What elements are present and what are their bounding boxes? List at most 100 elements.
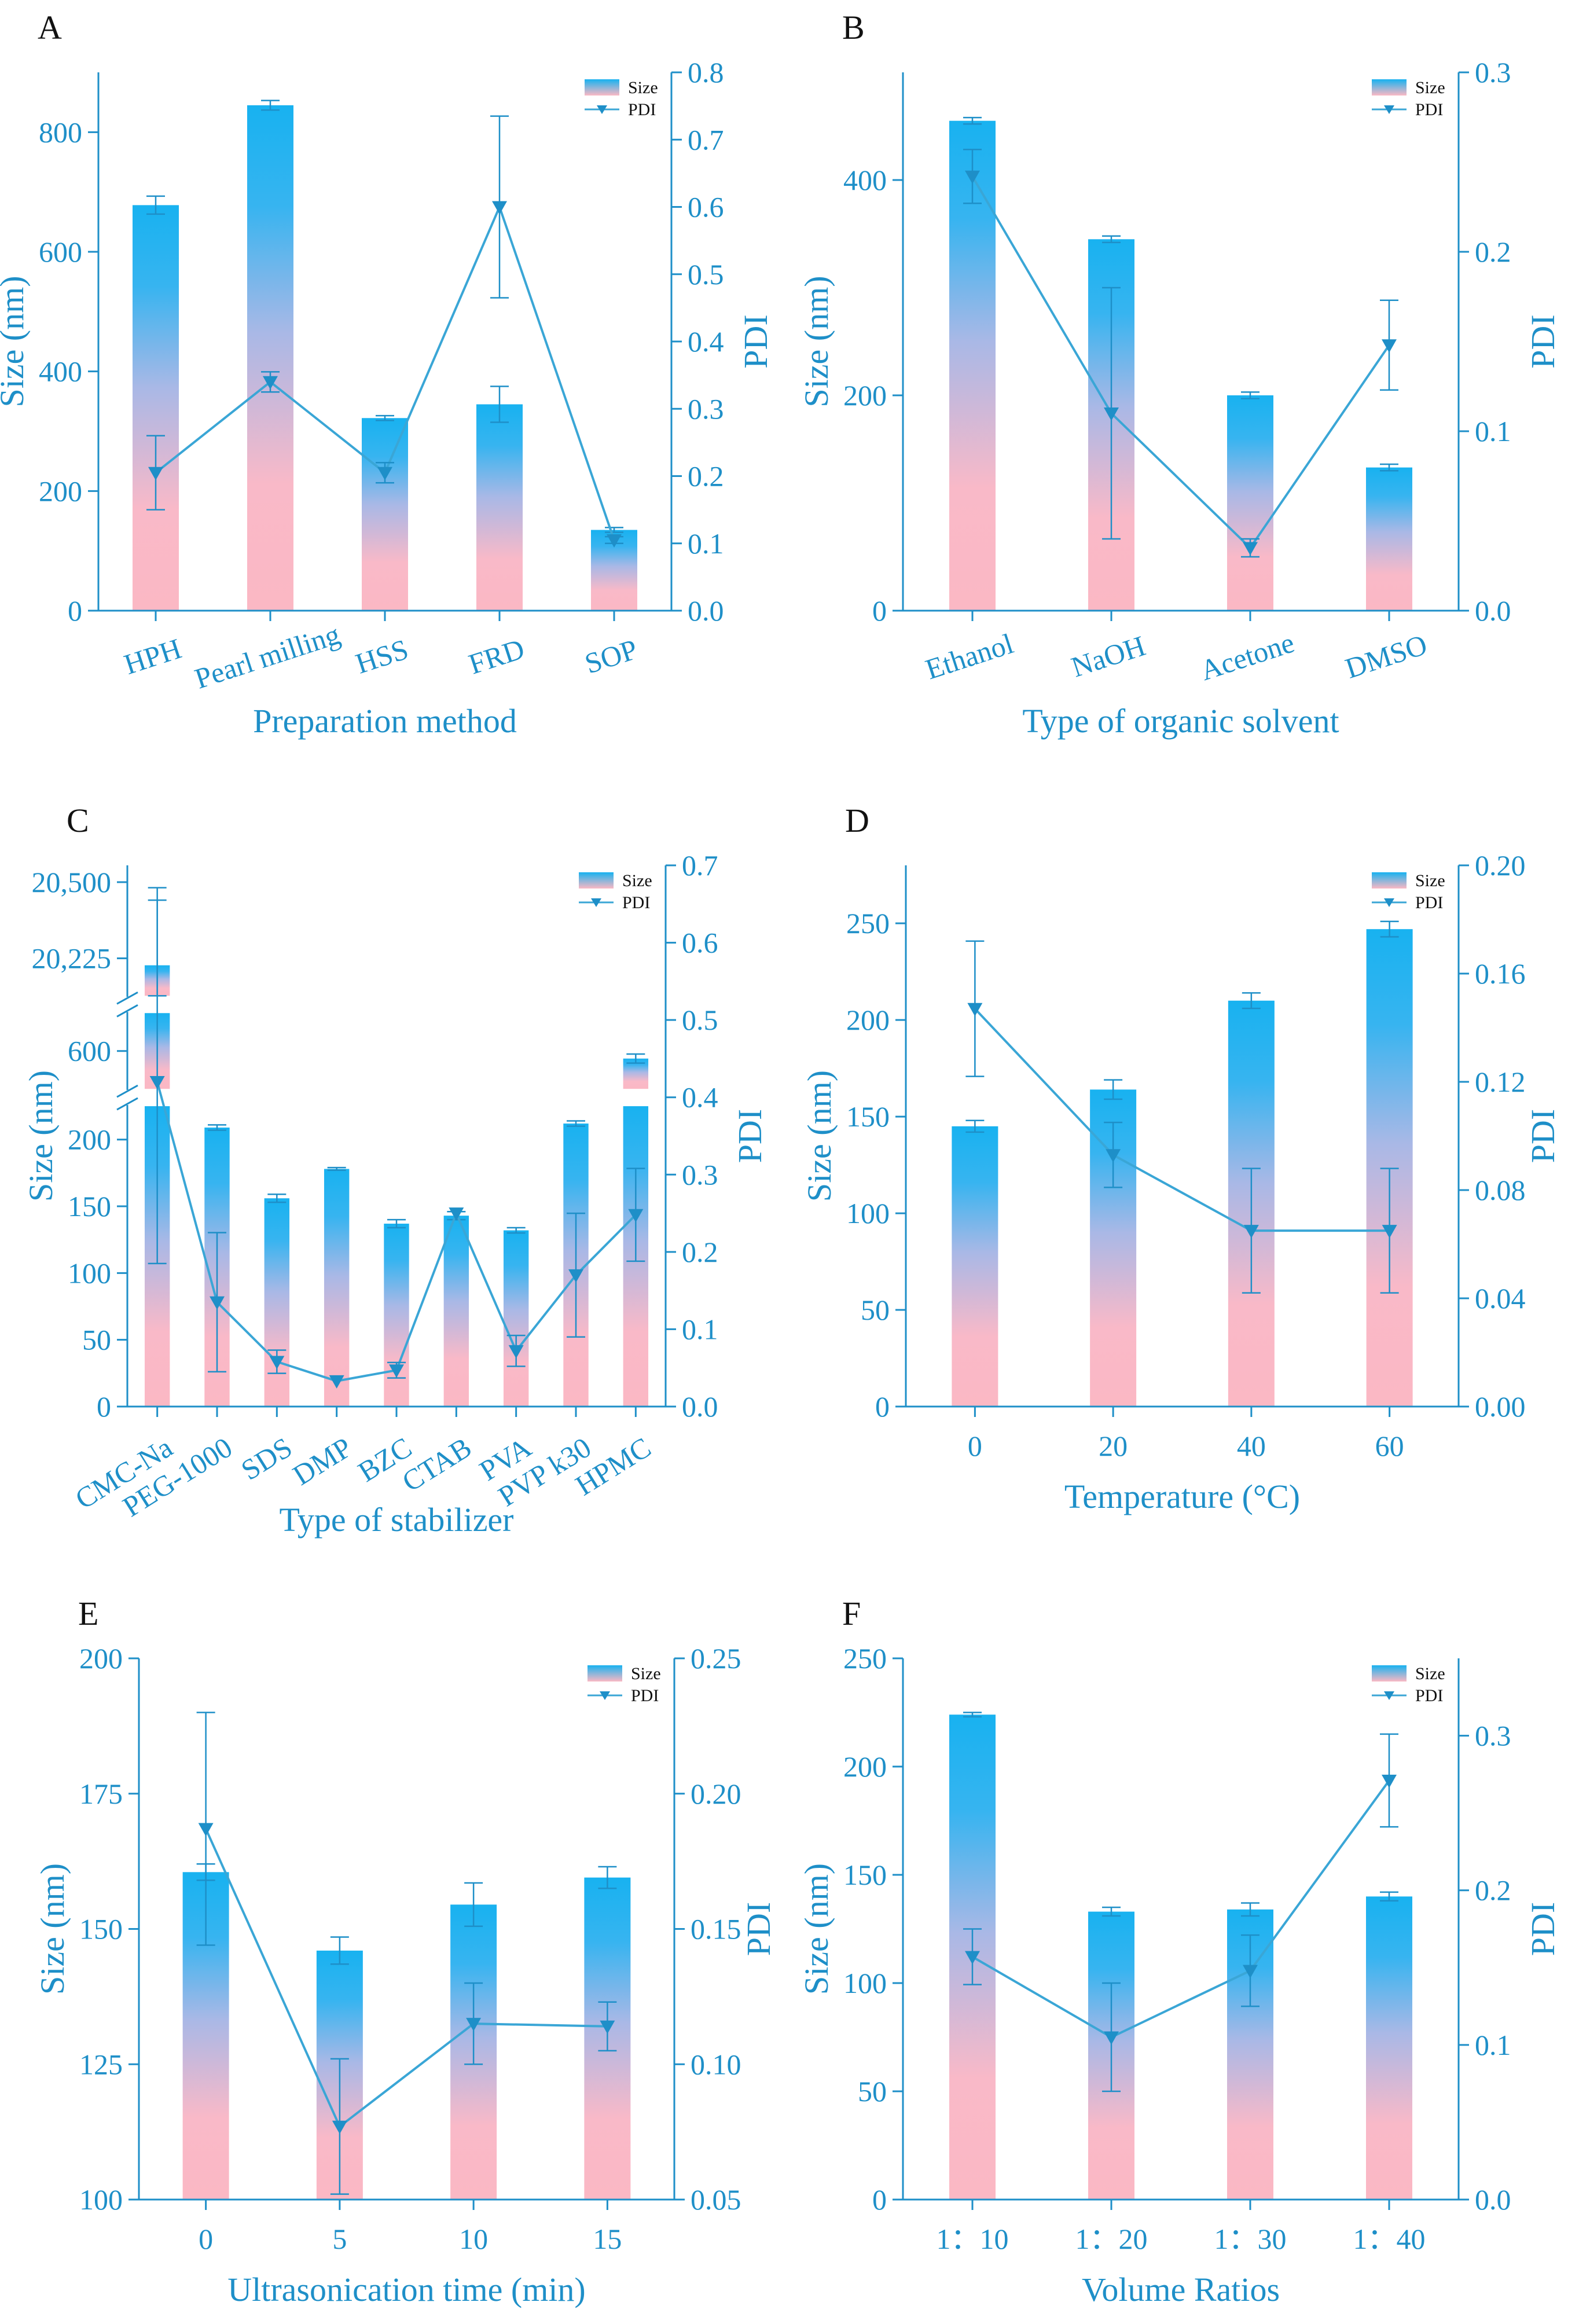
x-tick-label: 10 [459, 2223, 488, 2255]
y-tick-label: 50 [861, 1294, 890, 1326]
pdi-marker [492, 201, 507, 215]
x-tick-label: SOP [581, 633, 641, 680]
legend-size-swatch [587, 1665, 622, 1681]
x-tick-label: HPH [120, 632, 185, 681]
legend-size-swatch [579, 872, 614, 889]
y-tick-label: 600 [68, 1035, 111, 1067]
x-tick-label: 1：30 [1214, 2223, 1287, 2255]
pdi-marker [449, 1207, 464, 1221]
legend-pdi-marker [597, 105, 607, 114]
x-axis-title: Preparation method [253, 702, 517, 740]
size-bar [133, 205, 179, 611]
panel-label: A [38, 9, 62, 46]
legend-size-label: Size [631, 1664, 661, 1683]
x-tick-label: FRD [465, 632, 528, 680]
y-tick-label: 250 [846, 907, 890, 939]
y2-axis-title: PDI [740, 1902, 777, 1956]
y2-tick-label: 0.1 [1475, 2029, 1511, 2061]
axes: 0 50 100 150 200 600 20,225 20,500 0.0 0.1 0.2 0.3 0… [32, 849, 718, 1523]
panel-label: D [845, 802, 869, 839]
pdi-marker [1243, 542, 1258, 556]
size-bar [324, 1169, 350, 1407]
x-axis-title: Type of organic solvent [1022, 702, 1339, 740]
axis-break-mark [116, 992, 138, 1005]
axes: 0 50 100 150 200 250 0.00 0.04 0.08 0.12 0.16 0.20 0… [846, 849, 1526, 1462]
x-axis-title: Volume Ratios [1082, 2271, 1280, 2308]
x-tick-label: 5 [332, 2223, 347, 2255]
y2-tick-label: 0.2 [1475, 1874, 1511, 1907]
legend-size-label: Size [1415, 78, 1445, 97]
panel-c: 0 50 100 150 200 600 20,225 20,500 0.0 0.1 0.2 0.3 0… [22, 802, 769, 1539]
legend: Size PDI [579, 871, 652, 912]
size-bar [1366, 467, 1412, 611]
y-tick-label: 50 [858, 2075, 887, 2108]
panel-f: 0 50 100 150 200 250 0.0 0.1 0.2 0.3 1：10 1：20 1：30 1… [798, 1595, 1562, 2308]
y2-axis-title: PDI [1524, 1109, 1562, 1163]
x-tick-label: 1：40 [1353, 2223, 1426, 2255]
y2-tick-label: 0.04 [1475, 1282, 1526, 1315]
legend-pdi-marker [1384, 105, 1394, 114]
x-tick-label: HSS [351, 633, 412, 680]
x-tick-label: NaOH [1067, 629, 1149, 684]
pdi-marker [329, 1375, 344, 1389]
legend-pdi-marker [1384, 1691, 1394, 1700]
pdi-line [971, 175, 1390, 550]
pdi-marker [269, 1356, 285, 1370]
y2-tick-label: 0.2 [688, 460, 724, 493]
x-tick-label: Acetone [1196, 626, 1298, 686]
y-tick-label: 600 [39, 236, 82, 268]
axes: 100 125 150 175 200 0.05 0.10 0.15 0.20 0.25 0 5 10 1… [79, 1642, 741, 2255]
y2-tick-label: 0.20 [1475, 849, 1526, 882]
legend: Size PDI [1372, 871, 1445, 912]
y2-tick-label: 0.5 [688, 258, 724, 291]
x-tick-label: CTAB [396, 1431, 477, 1498]
legend-size-swatch [1372, 872, 1407, 889]
x-axis-title: Type of stabilizer [279, 1501, 513, 1539]
pdi-marker [1104, 407, 1119, 421]
y2-tick-label: 0.5 [682, 1004, 718, 1036]
x-tick-label: 0 [968, 1430, 982, 1462]
size-bar [1227, 395, 1273, 611]
axis-break-mark [116, 1084, 138, 1098]
y-tick-label: 175 [79, 1778, 123, 1810]
y2-tick-label: 0.3 [1475, 56, 1511, 89]
pdi-marker [1382, 1225, 1397, 1239]
y2-tick-label: 0.1 [682, 1313, 718, 1345]
panel-label: C [67, 802, 89, 839]
y-tick-label: 0 [872, 594, 887, 627]
pdi-marker [965, 170, 980, 184]
y-tick-label: 0 [97, 1390, 111, 1423]
y-tick-label: 100 [846, 1197, 890, 1229]
y2-tick-label: 0.6 [688, 191, 724, 223]
panel-label: E [78, 1595, 98, 1632]
pdi-marker [466, 2018, 482, 2032]
legend: Size PDI [585, 78, 658, 119]
y2-tick-label: 0.3 [1475, 1720, 1511, 1752]
pdi-marker [1243, 1965, 1258, 1978]
x-tick-label: 15 [593, 2223, 622, 2255]
y2-tick-label: 0.0 [688, 594, 724, 627]
pdi-marker [148, 467, 163, 480]
panel-label: F [842, 1595, 861, 1632]
y-tick-label: 125 [79, 2048, 123, 2080]
y2-tick-label: 0.05 [691, 2183, 741, 2216]
x-tick-label: SDS [236, 1431, 298, 1486]
y2-tick-label: 0.4 [688, 325, 724, 358]
y2-tick-label: 0.8 [688, 56, 724, 89]
y2-tick-label: 0.0 [1475, 2183, 1511, 2216]
y2-tick-label: 0.00 [1475, 1390, 1526, 1423]
pdi-marker [332, 2120, 347, 2134]
panel-label: B [842, 9, 865, 46]
x-tick-label: 1：20 [1075, 2223, 1148, 2255]
y2-axis-title: PDI [1524, 1902, 1562, 1956]
y-tick-label: 400 [843, 164, 887, 196]
y-tick-label: 0 [875, 1390, 890, 1423]
y-axis-title: Size (nm) [798, 276, 835, 407]
legend-pdi-label: PDI [1415, 100, 1443, 119]
legend-pdi-label: PDI [1415, 893, 1443, 912]
x-axis-title: Temperature (°C) [1064, 1478, 1300, 1515]
panel-b: 0 200 400 0.0 0.1 0.2 0.3 Ethanol NaOH Acetone DMS… [798, 9, 1562, 740]
y-tick-label: 100 [68, 1257, 111, 1289]
axis-break-gap [125, 997, 130, 1012]
x-tick-label: 1：10 [937, 2223, 1009, 2255]
